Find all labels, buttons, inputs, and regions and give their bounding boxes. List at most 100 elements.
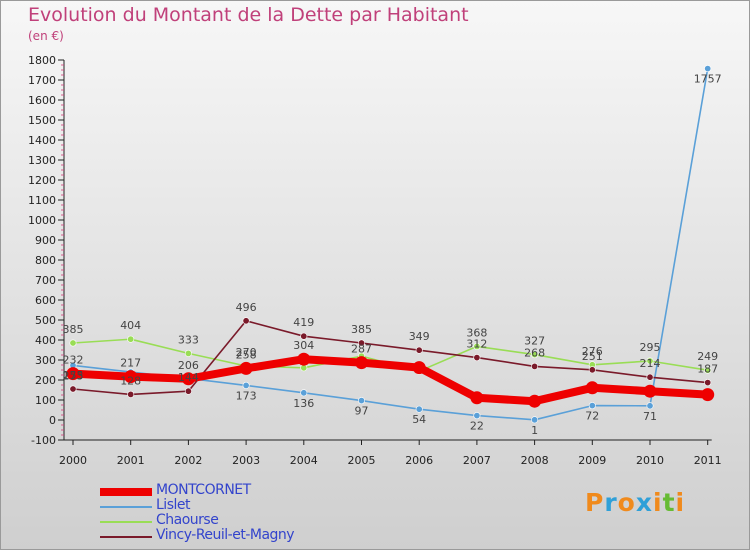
data-point	[184, 349, 192, 357]
chart-title: Evolution du Montant de la Dette par Hab…	[28, 4, 469, 26]
legend-swatch	[100, 506, 152, 508]
x-tick-label: 2007	[463, 454, 491, 467]
data-point	[473, 412, 481, 420]
data-point	[528, 394, 542, 408]
data-label: 270	[236, 346, 257, 359]
data-point	[181, 372, 195, 386]
data-point	[701, 388, 715, 402]
data-point	[357, 397, 365, 405]
x-tick-label: 2004	[290, 454, 318, 467]
chart-subtitle: (en €)	[28, 29, 64, 43]
data-label: 54	[412, 413, 426, 426]
data-point	[531, 362, 539, 370]
data-point	[473, 354, 481, 362]
data-label: 349	[409, 330, 430, 343]
data-label: 419	[293, 316, 314, 329]
data-label: 304	[293, 339, 314, 352]
data-label: 312	[466, 338, 487, 351]
data-label: 287	[351, 343, 372, 356]
data-label: 214	[640, 357, 661, 370]
data-label: 385	[351, 323, 372, 336]
y-tick-label: 600	[35, 294, 56, 307]
data-point	[127, 335, 135, 343]
data-point	[355, 356, 368, 370]
data-point	[470, 391, 484, 405]
data-label: 273	[63, 369, 84, 382]
data-label: 217	[120, 357, 141, 370]
y-tick-label: -100	[31, 434, 56, 447]
legend-label: Vincy-Reuil-et-Magny	[156, 527, 295, 543]
x-tick-label: 2003	[232, 454, 260, 467]
legend-swatch	[100, 536, 152, 538]
x-tick-label: 2011	[694, 454, 722, 467]
data-point	[531, 416, 539, 424]
data-label: 327	[524, 335, 545, 348]
data-label: 295	[640, 341, 661, 354]
data-point	[646, 402, 654, 410]
data-label: 1757	[694, 73, 722, 86]
data-label: 22	[470, 420, 484, 433]
data-point	[300, 332, 308, 340]
data-label: 251	[582, 350, 603, 363]
data-point	[646, 357, 654, 365]
y-tick-label: 1000	[28, 214, 56, 227]
data-label: 496	[236, 301, 257, 314]
data-point	[585, 381, 599, 395]
y-tick-label: 1100	[28, 194, 56, 207]
series-line-vincy-reuil-et-magny	[72, 319, 709, 396]
x-tick-label: 2006	[405, 454, 433, 467]
data-label: 1	[531, 424, 538, 437]
proxiti-logo: Proxiti	[585, 488, 686, 517]
data-label: 232	[63, 354, 84, 367]
chart-axes: -100 0 100 200 300 400 500 600 700 800 900 1000 1100…	[28, 54, 722, 467]
data-point	[124, 370, 138, 384]
y-tick-label: 700	[35, 274, 56, 287]
data-point	[704, 379, 712, 387]
x-tick-label: 2005	[348, 454, 376, 467]
data-label: 155	[63, 369, 84, 382]
data-label: 72	[585, 410, 599, 423]
data-point	[242, 381, 250, 389]
data-point	[69, 385, 77, 393]
data-point	[704, 366, 712, 374]
y-tick-label: 200	[35, 374, 56, 387]
y-tick-label: 1300	[28, 154, 56, 167]
data-point	[588, 402, 596, 410]
data-label: 144	[178, 371, 199, 384]
y-tick-label: 300	[35, 354, 56, 367]
data-label: 71	[643, 410, 657, 423]
data-label: 404	[120, 319, 141, 332]
legend-label: Chaourse	[156, 512, 219, 528]
legend-label: Lislet	[156, 497, 190, 513]
data-label: 173	[236, 389, 257, 402]
data-point	[415, 405, 423, 413]
legend-label: MONTCORNET	[156, 482, 251, 498]
x-tick-label: 2008	[521, 454, 549, 467]
x-tick-label: 2001	[117, 454, 145, 467]
data-point	[412, 361, 426, 375]
data-point	[588, 366, 596, 374]
data-label: 368	[466, 326, 487, 339]
data-point	[69, 339, 77, 347]
data-point	[300, 389, 308, 397]
y-tick-label: 1700	[28, 74, 56, 87]
series-line-montcornet	[69, 355, 712, 406]
data-point	[239, 361, 253, 375]
data-point	[127, 390, 135, 398]
x-tick-label: 2009	[578, 454, 606, 467]
x-tick-label: 2002	[174, 454, 202, 467]
y-tick-label: 900	[35, 234, 56, 247]
data-label: 258	[236, 348, 257, 361]
y-tick-label: 1400	[28, 134, 56, 147]
y-tick-label: 1800	[28, 54, 56, 67]
y-tick-label: 400	[35, 334, 56, 347]
y-tick-label: 1500	[28, 114, 56, 127]
x-tick-label: 2010	[636, 454, 664, 467]
data-label: 128	[120, 374, 141, 387]
y-tick-label: 500	[35, 314, 56, 327]
data-label: 276	[582, 345, 603, 358]
data-labels-layer: 232 217 206 258 304 287 273 173 136 97 54 22 1 72 71 17…	[63, 73, 722, 437]
data-point	[531, 351, 539, 359]
